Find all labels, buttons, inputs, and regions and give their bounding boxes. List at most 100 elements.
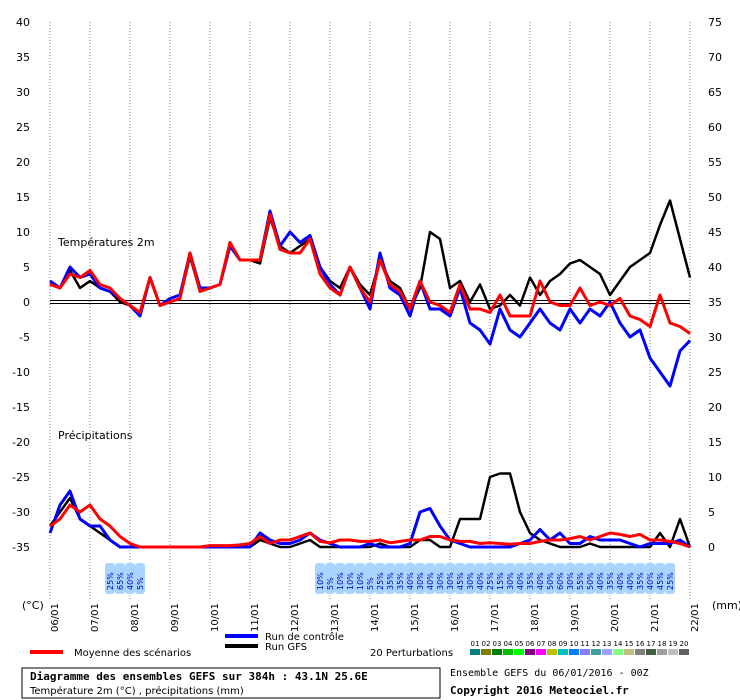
rain-probability: 40% <box>626 572 635 590</box>
y-tick-label: -35 <box>12 541 30 554</box>
y2-tick-label: 70 <box>708 51 722 64</box>
y-tick-label: -30 <box>12 506 30 519</box>
y-axis-label: (°C) <box>22 599 44 612</box>
legend-label: 12 <box>592 640 601 648</box>
rain-probability: 25% <box>376 572 385 590</box>
y-tick-label: -5 <box>19 331 30 344</box>
rain-probability-box <box>405 563 415 594</box>
legend-label: 15 <box>625 640 634 648</box>
rain-probability-box <box>505 563 515 594</box>
legend-label: 10 <box>570 640 579 648</box>
y-tick-label: 15 <box>16 191 30 204</box>
x-tick-label: 15/01 <box>410 603 421 632</box>
x-tick-label: 10/01 <box>210 603 221 632</box>
y2-tick-label: 45 <box>708 226 722 239</box>
x-tick-label: 12/01 <box>290 603 301 632</box>
y-tick-label: -15 <box>12 401 30 414</box>
rain-probability: 40% <box>476 572 485 590</box>
legend-swatch <box>668 649 678 655</box>
legend-swatch <box>569 649 579 655</box>
legend-swatch <box>536 649 546 655</box>
x-tick-label: 17/01 <box>490 603 501 632</box>
temperature-line <box>49 213 691 335</box>
rain-probability: 30% <box>446 572 455 590</box>
y2-tick-label: 60 <box>708 121 722 134</box>
precipitation-label: Précipitations <box>58 429 133 442</box>
rain-probability-box <box>545 563 555 594</box>
rain-probability: 25% <box>106 572 115 590</box>
legend-label: 11 <box>581 640 590 648</box>
rain-probability-box <box>415 563 425 594</box>
rain-probability: 10% <box>346 572 355 590</box>
legend-label: 19 <box>669 640 678 648</box>
rain-probability: 5% <box>136 577 145 590</box>
rain-probability-box <box>355 563 365 594</box>
legend-label: 04 <box>504 640 513 648</box>
rain-probability: 10% <box>356 572 365 590</box>
precipitation-line <box>49 503 691 549</box>
y2-tick-label: 55 <box>708 156 722 169</box>
rain-probability: 35% <box>526 572 535 590</box>
x-tick-label: 18/01 <box>530 603 541 632</box>
rain-probability-box <box>325 563 335 594</box>
rain-probability-box <box>395 563 405 594</box>
copyright: Copyright 2016 Meteociel.fr <box>450 684 629 697</box>
y2-tick-label: 50 <box>708 191 722 204</box>
rain-probability-box <box>335 563 345 594</box>
rain-probability-box <box>645 563 655 594</box>
rain-probability: 40% <box>516 572 525 590</box>
rain-probability: 45% <box>456 572 465 590</box>
rain-probability-box <box>655 563 665 594</box>
legend-swatch <box>657 649 667 655</box>
rain-probability-box <box>445 563 455 594</box>
legend-label: 14 <box>614 640 623 648</box>
ensemble-info: Ensemble GEFS du 06/01/2016 - 00Z <box>450 668 649 679</box>
y2-tick-label: 0 <box>708 541 715 554</box>
rain-probability-box <box>365 563 375 594</box>
legend-label: 06 <box>526 640 535 648</box>
y-tick-label: 35 <box>16 51 30 64</box>
legend-label: 01 <box>471 640 480 648</box>
y2-tick-label: 20 <box>708 401 722 414</box>
rain-probability-box <box>535 563 545 594</box>
temperature-label: Températures 2m <box>57 236 155 249</box>
legend-swatch <box>481 649 491 655</box>
rain-probability-box <box>635 563 645 594</box>
rain-probability: 35% <box>396 572 405 590</box>
rain-probability: 30% <box>506 572 515 590</box>
rain-probability-box <box>425 563 435 594</box>
rain-probability-box <box>125 563 135 594</box>
legend-label: 07 <box>537 640 546 648</box>
rain-probability: 40% <box>646 572 655 590</box>
y-tick-label: 20 <box>16 156 30 169</box>
rain-probability: 40% <box>536 572 545 590</box>
legend-swatch <box>547 649 557 655</box>
rain-probability-box <box>555 563 565 594</box>
y-tick-label: 5 <box>23 261 30 274</box>
legend-swatch <box>503 649 513 655</box>
rain-probability-box <box>315 563 325 594</box>
y-tick-label: 30 <box>16 86 30 99</box>
rain-probability-box <box>605 563 615 594</box>
chart-subtitle: Température 2m (°C) , précipitations (mm… <box>29 685 244 697</box>
rain-probability: 35% <box>606 572 615 590</box>
y2-tick-label: 40 <box>708 261 722 274</box>
rain-probability: 40% <box>616 572 625 590</box>
x-tick-label: 08/01 <box>130 603 141 632</box>
x-tick-label: 07/01 <box>90 603 101 632</box>
legend-label: 02 <box>482 640 491 648</box>
rain-probability-box <box>525 563 535 594</box>
rain-probability-box <box>495 563 505 594</box>
rain-probability-box <box>585 563 595 594</box>
y-tick-label: 0 <box>23 296 30 309</box>
y2-tick-label: 15 <box>708 436 722 449</box>
rain-probability-box <box>625 563 635 594</box>
rain-probability: 50% <box>586 572 595 590</box>
rain-probability-box <box>465 563 475 594</box>
rain-probability-box <box>665 563 675 594</box>
rain-probability: 35% <box>636 572 645 590</box>
x-tick-label: 09/01 <box>170 603 181 632</box>
rain-probability: 15% <box>496 572 505 590</box>
x-tick-label: 19/01 <box>570 603 581 632</box>
rain-probability: 40% <box>126 572 135 590</box>
